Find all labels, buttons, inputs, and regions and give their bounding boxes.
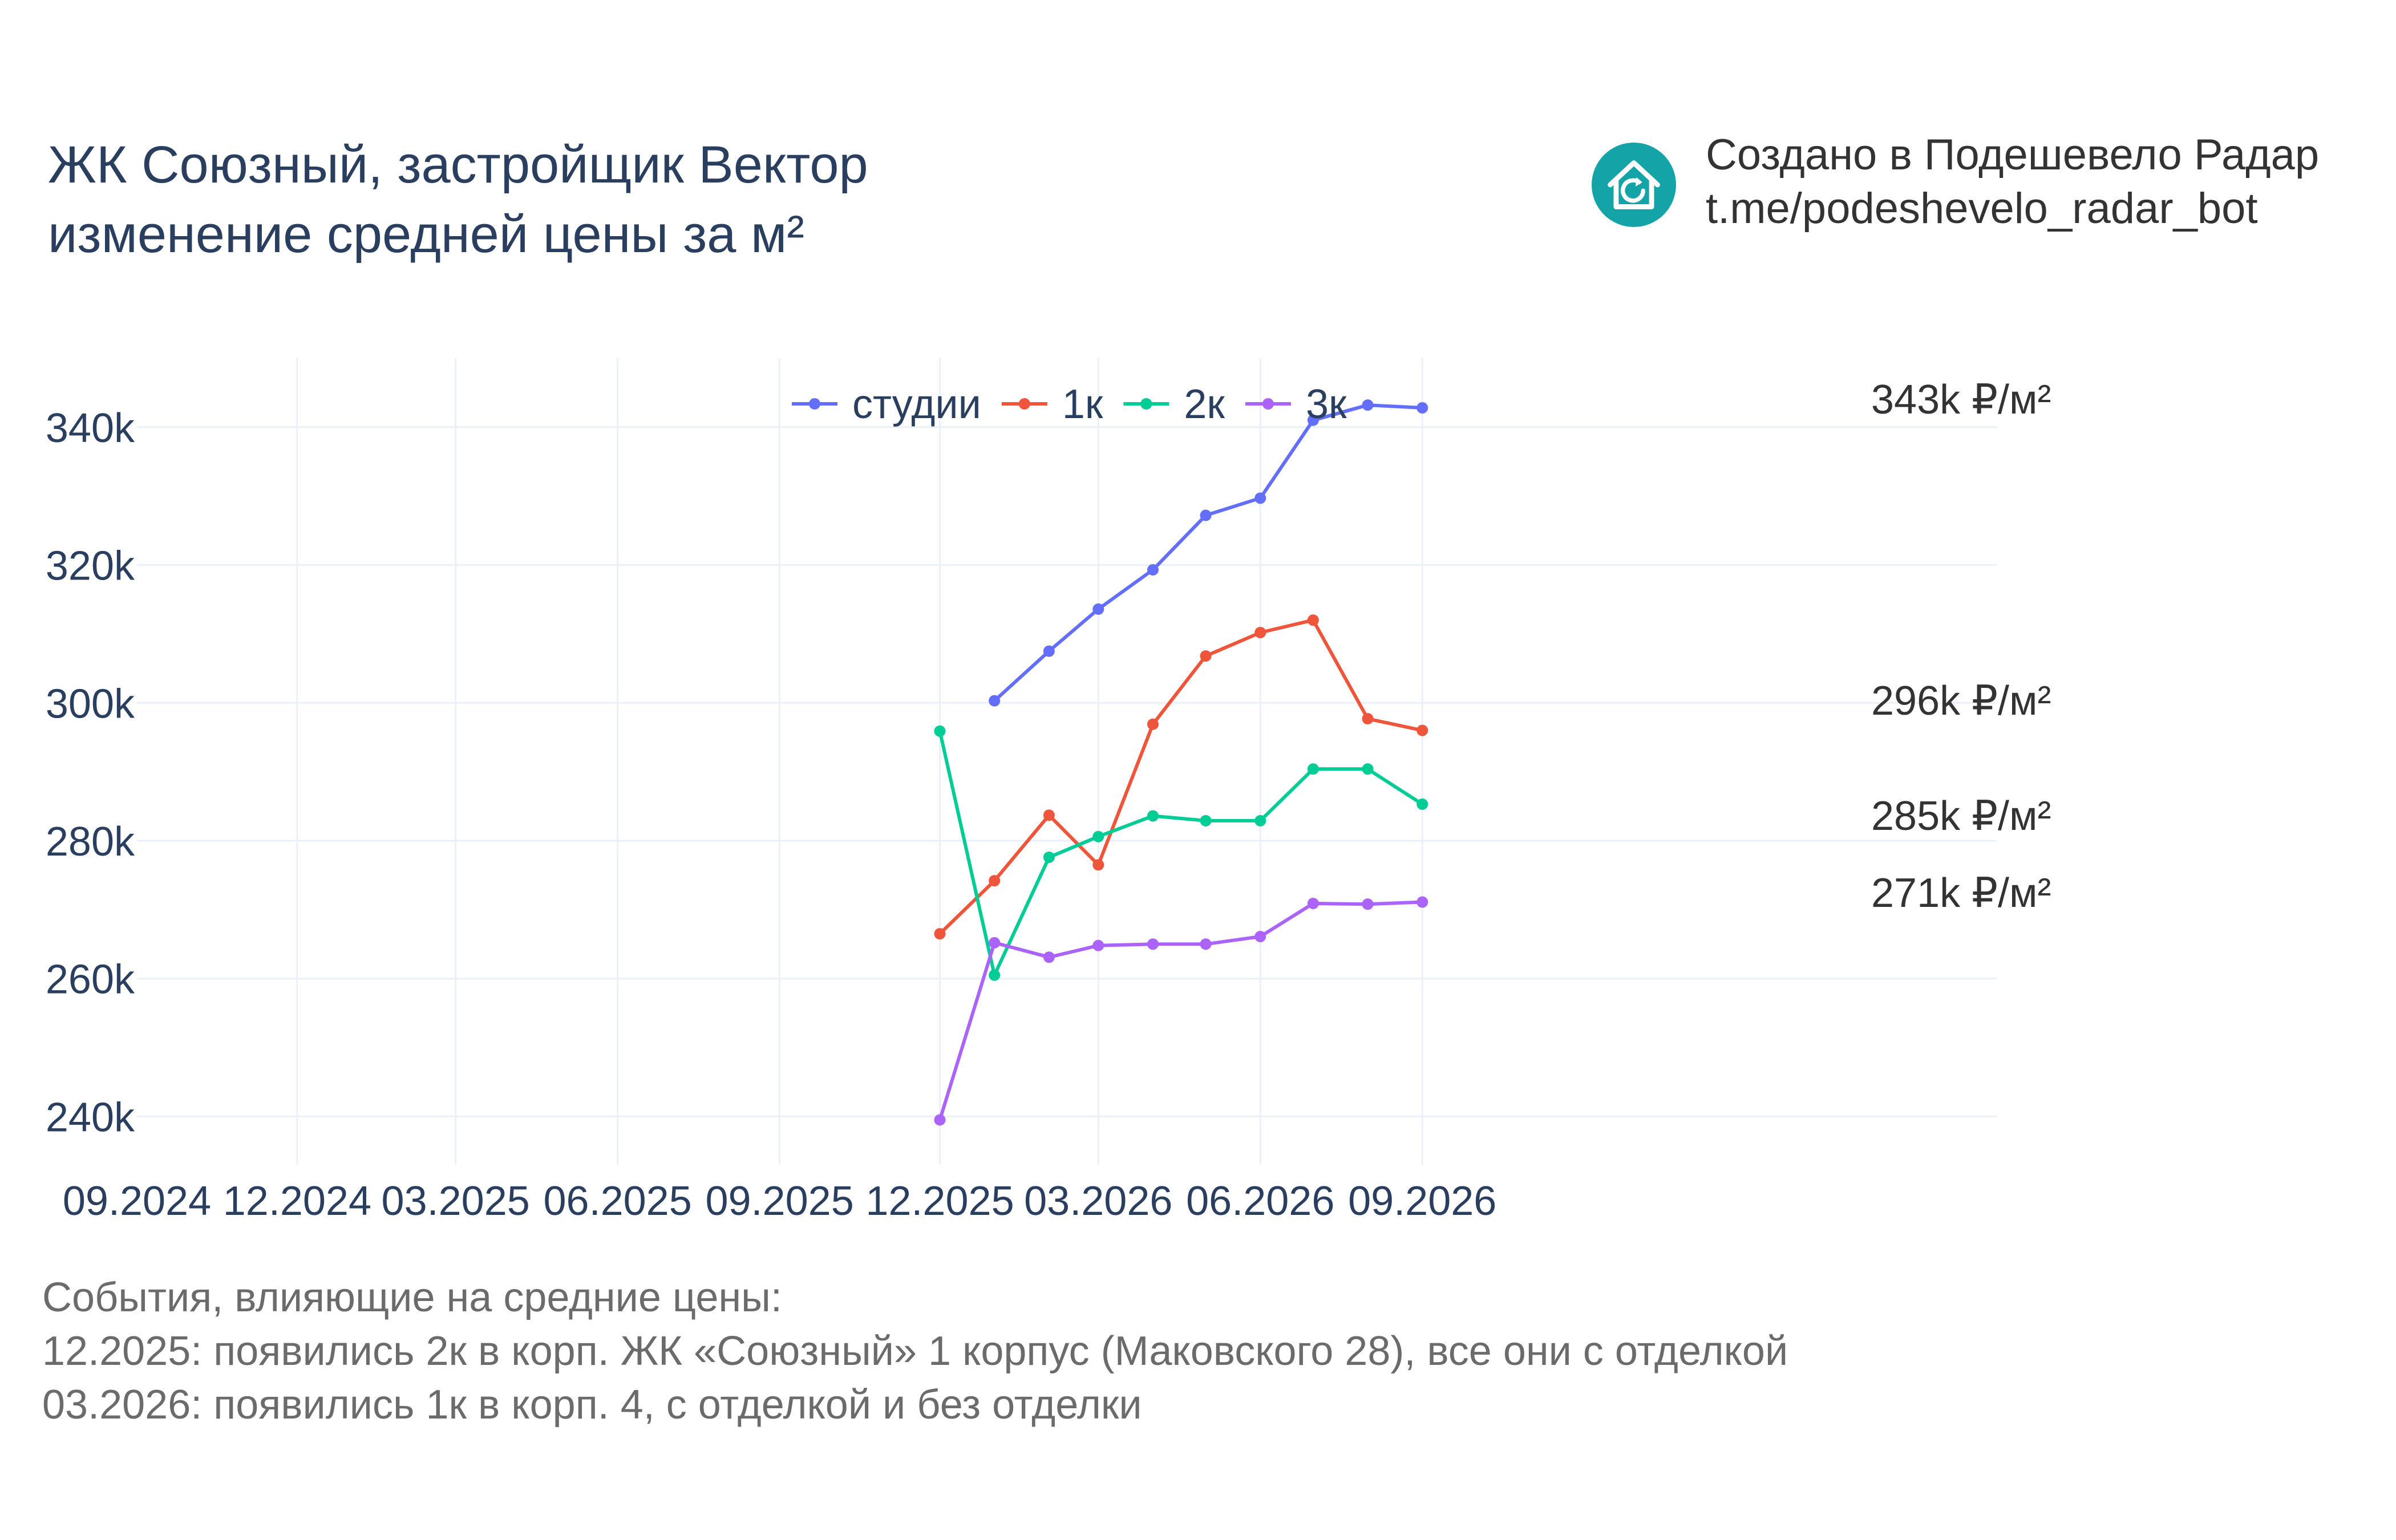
series-4 — [934, 896, 1428, 1126]
data-point — [1092, 830, 1104, 842]
legend-label: 1к — [1062, 382, 1103, 427]
data-point — [1147, 938, 1159, 950]
event-note-2: 03.2026: появились 1к в корп. 4, с отдел… — [42, 1382, 1142, 1428]
y-tick-label: 320k — [46, 544, 135, 589]
y-tick-label: 240k — [46, 1095, 135, 1140]
series-line — [938, 618, 1423, 935]
data-point — [1307, 414, 1319, 426]
credit-line-1: Создано в Подешевело Радар — [1706, 131, 2320, 179]
data-point — [1307, 897, 1319, 909]
x-tick-label: 03.2025 — [382, 1178, 530, 1224]
series-3 — [934, 725, 1428, 981]
data-point — [1200, 814, 1212, 826]
data-point — [1307, 614, 1319, 626]
y-tick-label: 300k — [46, 681, 135, 727]
logo-refresh-arrow — [1621, 178, 1645, 203]
data-point — [1362, 898, 1374, 910]
series-end-label: 343k ₽/м² — [1871, 377, 2051, 423]
data-point — [1147, 564, 1159, 576]
chart-title-line-2: изменение средней цены за м² — [48, 205, 804, 264]
legend-label: 3к — [1306, 382, 1347, 427]
legend-marker — [1262, 398, 1274, 410]
data-point — [1362, 713, 1374, 725]
y-tick-label: 260k — [46, 957, 135, 1003]
logo-house-outline — [1608, 160, 1660, 209]
data-point — [1200, 650, 1212, 662]
data-point — [1416, 896, 1428, 908]
x-tick-label: 06.2025 — [544, 1178, 692, 1224]
data-point — [1043, 809, 1055, 821]
data-point — [1307, 763, 1319, 775]
data-point — [989, 937, 1001, 949]
data-point — [1254, 814, 1266, 826]
data-point — [934, 928, 946, 940]
series-end-label: 271k ₽/м² — [1871, 870, 2051, 916]
data-point — [1043, 645, 1055, 657]
data-point — [1092, 603, 1104, 615]
legend-label: 2к — [1184, 382, 1225, 427]
data-point — [1043, 951, 1055, 963]
data-point — [1254, 492, 1266, 504]
x-tick-label: 09.2024 — [63, 1178, 211, 1224]
credit-block: Создано в Подешевело Радар t.me/podeshev… — [1706, 128, 2319, 236]
y-tick-label: 340k — [46, 406, 135, 451]
data-point — [934, 1114, 946, 1126]
data-point — [1254, 930, 1266, 942]
data-point — [1416, 402, 1428, 414]
data-point — [989, 969, 1001, 981]
legend-marker — [1018, 398, 1030, 410]
legend-label: студии — [852, 382, 981, 427]
legend: студии 1к 2к 3к — [792, 382, 1347, 427]
data-point — [989, 875, 1001, 887]
x-tick-label: 09.2026 — [1348, 1178, 1496, 1224]
data-point — [1043, 851, 1055, 863]
credit-link[interactable]: t.me/podeshevelo_radar_bot — [1706, 184, 2258, 233]
x-tick-label: 12.2025 — [865, 1178, 1014, 1224]
data-point — [1092, 859, 1104, 871]
series-end-label: 285k ₽/м² — [1871, 793, 2051, 839]
x-tick-label: 06.2026 — [1186, 1178, 1334, 1224]
logo-circle — [1592, 143, 1676, 227]
data-point — [1200, 509, 1212, 521]
data-point — [1200, 938, 1212, 950]
event-note-1: 12.2025: появились 2к в корп. ЖК «Союзны… — [42, 1328, 1788, 1374]
data-point — [1254, 627, 1266, 639]
events-heading: События, влияющие на средние цены: — [42, 1275, 782, 1320]
data-point — [1416, 724, 1428, 736]
house-refresh-icon — [1592, 143, 1676, 227]
x-tick-label: 12.2024 — [223, 1178, 371, 1224]
data-point — [1147, 718, 1159, 730]
x-tick-label: 09.2025 — [705, 1178, 853, 1224]
series-1 — [989, 399, 1428, 707]
data-point — [934, 725, 946, 737]
legend-marker — [1140, 398, 1152, 410]
logo-refresh-arrowhead — [1635, 177, 1642, 187]
series-end-label: 296k ₽/м² — [1871, 678, 2051, 724]
data-point — [1092, 939, 1104, 951]
events-notes: События, влияющие на средние цены: 12.20… — [42, 1271, 1788, 1432]
data-point — [1362, 399, 1374, 411]
data-point — [1147, 810, 1159, 822]
series-line — [938, 731, 1423, 977]
x-tick-label: 03.2026 — [1024, 1178, 1172, 1224]
data-point — [1362, 763, 1374, 775]
series-2 — [934, 614, 1428, 940]
data-point — [1416, 798, 1428, 810]
chart-title-line-1: ЖК Союзный, застройщик Вектор — [48, 136, 868, 194]
series-layer — [934, 399, 1428, 1126]
end-labels: 343k ₽/м² 296k ₽/м² 285k ₽/м² 271k ₽/м² — [1871, 377, 2051, 916]
grid-layer — [137, 358, 1997, 1165]
legend-marker — [809, 398, 820, 410]
series-line — [938, 900, 1423, 1121]
data-point — [989, 695, 1001, 707]
chart-title: ЖК Союзный, застройщик Вектор изменение … — [48, 130, 868, 269]
y-tick-label: 280k — [46, 819, 135, 865]
